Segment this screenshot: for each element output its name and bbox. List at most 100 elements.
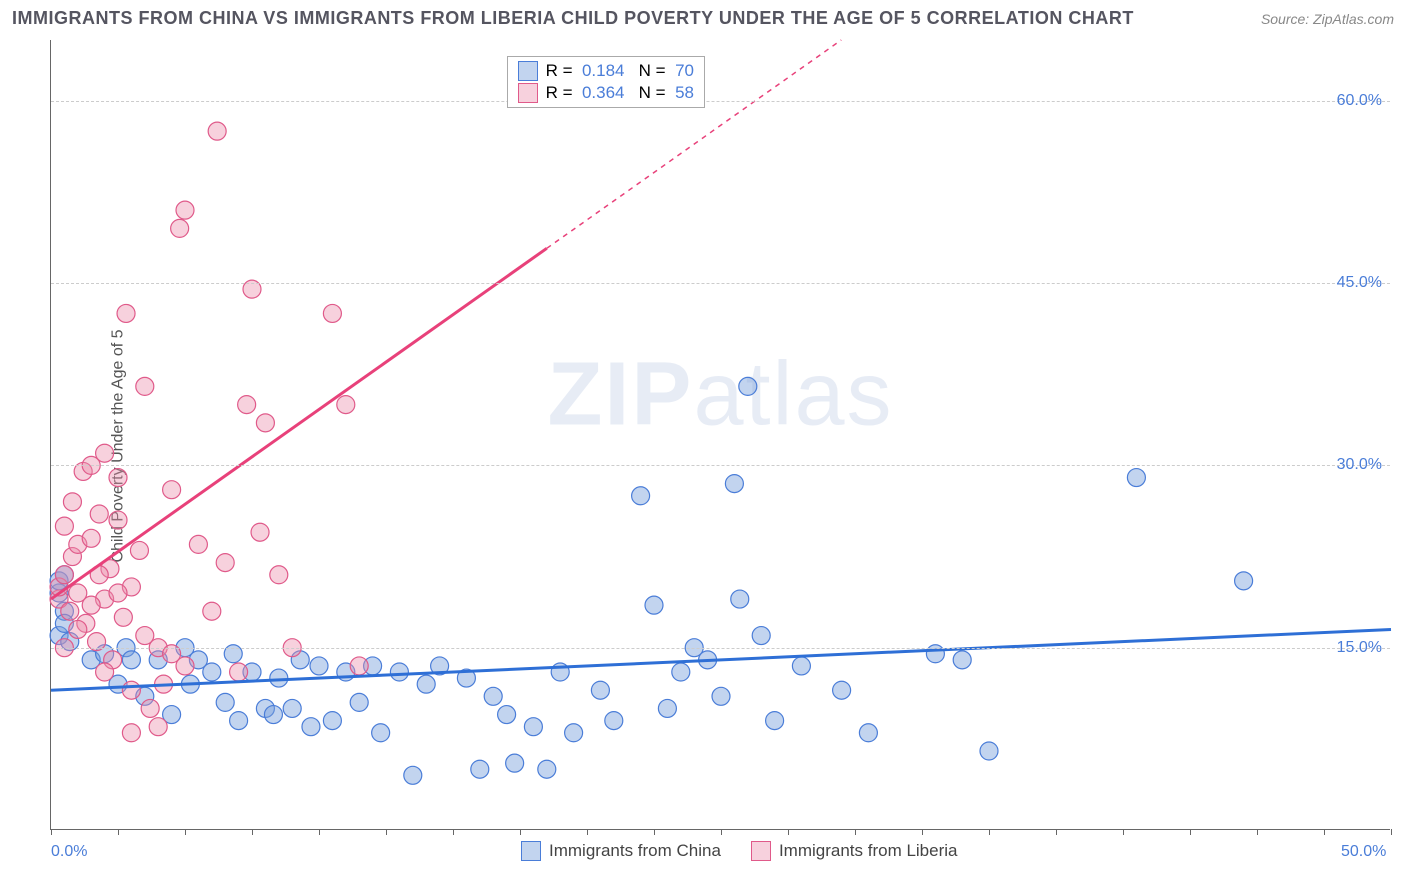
scatter-point: [109, 469, 127, 487]
scatter-point: [752, 627, 770, 645]
scatter-point: [114, 608, 132, 626]
y-tick-label: 60.0%: [1337, 92, 1382, 110]
scatter-point: [82, 596, 100, 614]
scatter-point: [109, 511, 127, 529]
scatter-point: [163, 481, 181, 499]
scatter-point: [109, 584, 127, 602]
x-tick: [1324, 829, 1325, 835]
chart-title: IMMIGRANTS FROM CHINA VS IMMIGRANTS FROM…: [12, 8, 1134, 29]
title-bar: IMMIGRANTS FROM CHINA VS IMMIGRANTS FROM…: [12, 8, 1394, 29]
scatter-point: [498, 706, 516, 724]
legend-series-label: Immigrants from Liberia: [779, 841, 958, 861]
scatter-point: [203, 663, 221, 681]
x-tick: [386, 829, 387, 835]
legend-stats: R = 0.184 N = 70R = 0.364 N = 58: [507, 56, 705, 108]
x-tick-label: 0.0%: [51, 843, 87, 861]
x-tick: [1056, 829, 1057, 835]
scatter-point: [538, 760, 556, 778]
legend-series-label: Immigrants from China: [549, 841, 721, 861]
scatter-point: [739, 377, 757, 395]
scatter-point: [766, 712, 784, 730]
scatter-point: [208, 122, 226, 140]
legend-stats-text: R = 0.364 N = 58: [546, 83, 694, 103]
source-label: Source: ZipAtlas.com: [1261, 11, 1394, 27]
scatter-point: [55, 566, 73, 584]
scatter-point: [350, 693, 368, 711]
scatter-point: [69, 620, 87, 638]
scatter-point: [256, 414, 274, 432]
scatter-point: [63, 493, 81, 511]
scatter-point: [130, 541, 148, 559]
scatter-point: [117, 304, 135, 322]
x-tick: [788, 829, 789, 835]
scatter-point: [792, 657, 810, 675]
scatter-point: [350, 657, 368, 675]
scatter-point: [404, 766, 422, 784]
scatter-point: [1127, 469, 1145, 487]
scatter-point: [323, 712, 341, 730]
scatter-point: [96, 663, 114, 681]
legend-swatch: [518, 83, 538, 103]
legend-swatch: [518, 61, 538, 81]
x-tick: [1391, 829, 1392, 835]
gridline-h: [51, 283, 1390, 284]
chart-svg: [51, 40, 1390, 829]
x-tick: [453, 829, 454, 835]
scatter-point: [645, 596, 663, 614]
scatter-point: [55, 517, 73, 535]
scatter-point: [141, 699, 159, 717]
scatter-point: [176, 201, 194, 219]
scatter-point: [712, 687, 730, 705]
x-tick: [989, 829, 990, 835]
x-tick: [252, 829, 253, 835]
scatter-point: [658, 699, 676, 717]
scatter-point: [417, 675, 435, 693]
scatter-point: [251, 523, 269, 541]
scatter-point: [82, 529, 100, 547]
x-tick: [922, 829, 923, 835]
scatter-point: [122, 651, 140, 669]
scatter-point: [632, 487, 650, 505]
scatter-point: [122, 681, 140, 699]
scatter-point: [230, 663, 248, 681]
plot-area: ZIPatlas 15.0%30.0%45.0%60.0%0.0%50.0%R …: [50, 40, 1390, 830]
scatter-point: [216, 693, 234, 711]
legend-stats-row: R = 0.364 N = 58: [518, 83, 694, 103]
scatter-point: [203, 602, 221, 620]
scatter-point: [230, 712, 248, 730]
x-tick: [51, 829, 52, 835]
scatter-point: [96, 444, 114, 462]
scatter-point: [725, 475, 743, 493]
scatter-point: [90, 505, 108, 523]
scatter-point: [310, 657, 328, 675]
scatter-point: [1235, 572, 1253, 590]
x-tick: [185, 829, 186, 835]
scatter-point: [264, 706, 282, 724]
legend-series-item: Immigrants from China: [521, 841, 721, 861]
scatter-point: [484, 687, 502, 705]
gridline-h: [51, 648, 1390, 649]
scatter-point: [302, 718, 320, 736]
legend-stats-row: R = 0.184 N = 70: [518, 61, 694, 81]
x-tick: [654, 829, 655, 835]
legend-swatch: [521, 841, 541, 861]
trend-line: [51, 629, 1391, 690]
scatter-point: [672, 663, 690, 681]
scatter-point: [833, 681, 851, 699]
scatter-point: [731, 590, 749, 608]
x-tick-label: 50.0%: [1341, 843, 1386, 861]
legend-series-item: Immigrants from Liberia: [751, 841, 958, 861]
scatter-point: [283, 699, 301, 717]
x-tick: [1190, 829, 1191, 835]
scatter-point: [524, 718, 542, 736]
y-tick-label: 15.0%: [1337, 639, 1382, 657]
scatter-point: [859, 724, 877, 742]
y-tick-label: 30.0%: [1337, 456, 1382, 474]
scatter-point: [506, 754, 524, 772]
scatter-point: [238, 396, 256, 414]
scatter-point: [189, 535, 207, 553]
scatter-point: [270, 669, 288, 687]
y-tick-label: 45.0%: [1337, 274, 1382, 292]
legend-stats-text: R = 0.184 N = 70: [546, 61, 694, 81]
legend-swatch: [751, 841, 771, 861]
